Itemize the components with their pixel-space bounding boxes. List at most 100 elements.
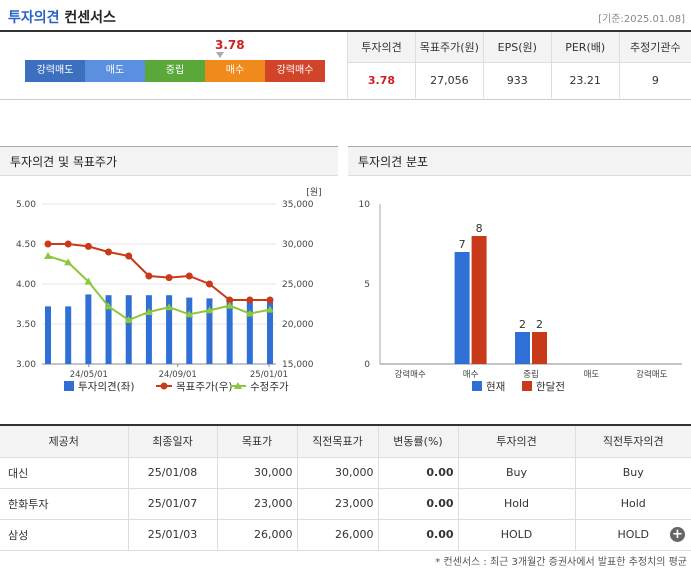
- rep-prev-target: 30,000: [296, 457, 378, 489]
- legend-month-ago-swatch: [522, 381, 532, 391]
- rep-prev-target: 26,000: [296, 519, 378, 551]
- adjusted-price-point: [124, 316, 133, 323]
- y-left-tick-label: 3.00: [16, 360, 36, 370]
- opinion-bar: [246, 301, 253, 364]
- rep-prev-opinion: Hold: [574, 488, 691, 520]
- distribution-bar: [454, 252, 470, 364]
- legend-label: 현재: [486, 381, 505, 393]
- scale-buy: 매수: [205, 60, 265, 82]
- cons-header-opinion: 투자의견: [347, 32, 416, 63]
- target-price-point: [165, 274, 173, 282]
- legend-label: 수정주가: [250, 381, 289, 393]
- y-left-tick-label: 3.50: [16, 320, 36, 330]
- left-panel-title: 투자의견 및 목표주가: [0, 146, 338, 176]
- score-label: 3.78: [215, 38, 245, 52]
- expand-plus-icon[interactable]: +: [670, 527, 685, 542]
- target-price-point: [205, 280, 213, 288]
- rep-opinion: Buy: [457, 457, 575, 489]
- opinion-price-chart: [원] 5.00 4.50 4.00 3.50 3.00 35,000 30,000 25,00…: [16, 187, 322, 393]
- table-row: 삼성 25/01/03 26,000 26,000 0.00 HOLD HOLD: [0, 519, 691, 551]
- legend-current-swatch: [472, 381, 482, 391]
- adjusted-price-point: [44, 252, 52, 259]
- rep-provider: 한화투자: [0, 488, 128, 520]
- opinion-bar: [65, 306, 72, 364]
- y-right-unit: [원]: [306, 187, 321, 198]
- distribution-bar: [532, 332, 547, 364]
- adjusted-price-point: [205, 306, 214, 314]
- distribution-bar: [515, 332, 530, 364]
- rep-header-date: 최종일자: [127, 424, 217, 458]
- target-price-point: [185, 272, 193, 280]
- data-label: 2: [536, 318, 543, 331]
- y-right-tick-label: 25,000: [282, 280, 314, 290]
- summary-divider: [0, 99, 691, 100]
- legend-label: 목표주가(우): [176, 381, 233, 393]
- x-tick-label: 25/01/01: [250, 370, 288, 380]
- top-divider: [0, 30, 691, 32]
- data-label: 7: [459, 238, 466, 251]
- y-left-tick-label: 5.00: [16, 200, 36, 210]
- cons-header-count: 추정기관수: [618, 32, 691, 63]
- rep-header-change: 변동률(%): [377, 424, 458, 458]
- cons-value-target: 27,056: [414, 62, 484, 98]
- scale-sell: 매도: [85, 60, 145, 82]
- rep-opinion: HOLD: [457, 519, 575, 551]
- y-left-tick-label: 4.50: [16, 240, 36, 250]
- cons-header-eps: EPS(원): [482, 32, 552, 63]
- adjusted-price-point: [104, 302, 113, 310]
- x-tick-label: 강력매도: [636, 369, 667, 380]
- distribution-bar: [471, 236, 487, 364]
- adjusted-price-point: [225, 301, 234, 309]
- opinion-bar: [206, 298, 213, 364]
- rep-provider: 대신: [0, 457, 128, 489]
- rep-date: 25/01/03: [127, 519, 217, 551]
- target-price-point: [125, 252, 133, 260]
- y-right-tick-label: 20,000: [282, 320, 314, 330]
- cons-header-target: 목표주가(원): [414, 32, 484, 63]
- table-row: 한화투자 25/01/07 23,000 23,000 0.00 Hold Ho…: [0, 488, 691, 520]
- rep-header-prev-opinion: 직전투자의견: [574, 424, 691, 458]
- x-tick-label: 매도: [584, 370, 600, 380]
- table-row: 대신 25/01/08 30,000 30,000 0.00 Buy Buy: [0, 457, 691, 489]
- title-part1: 투자의견: [8, 10, 60, 26]
- scale-strong-sell: 강력매도: [25, 60, 85, 82]
- opinion-bar: [186, 297, 193, 364]
- rep-change: 0.00: [377, 457, 458, 489]
- legend-bar-swatch: [64, 381, 74, 391]
- opinion-scale: 강력매도 매도 중립 매수 강력매수: [25, 60, 325, 82]
- target-price-point: [84, 242, 92, 250]
- target-price-point: [64, 240, 72, 248]
- rep-change: 0.00: [377, 519, 458, 551]
- adjusted-price-point: [144, 308, 153, 315]
- adjusted-price-line: [47, 255, 271, 322]
- title-part2: 컨센서스: [64, 10, 116, 26]
- target-price-point: [246, 296, 254, 304]
- page-title: 투자의견 컨센서스: [8, 7, 116, 27]
- adjusted-price-point: [245, 309, 254, 317]
- rep-prev-target: 23,000: [296, 488, 378, 520]
- cons-header-per: PER(배): [550, 32, 620, 63]
- target-price-point: [266, 296, 274, 304]
- opinion-bar: [166, 295, 173, 364]
- opinion-bar: [45, 306, 51, 364]
- data-label: 8: [476, 222, 483, 235]
- consensus-table: 투자의견 목표주가(원) EPS(원) PER(배) 추정기관수 3.78 27…: [347, 32, 691, 98]
- target-price-point: [226, 296, 234, 304]
- opinion-bar: [125, 295, 132, 364]
- adjusted-price-point: [64, 258, 73, 266]
- adjusted-price-point: [266, 305, 274, 313]
- footnote: * 컨센서스 : 최근 3개월간 증권사에서 발표한 추정치의 평균: [435, 557, 687, 568]
- y-right-tick-label: 35,000: [282, 200, 314, 210]
- opinion-bar: [226, 300, 233, 364]
- rep-change: 0.00: [377, 488, 458, 520]
- legend-adjusted-marker: [234, 382, 242, 389]
- legend-target-marker: [160, 382, 168, 390]
- x-tick-label: 24/05/01: [70, 370, 108, 380]
- rep-prev-opinion: HOLD: [574, 519, 691, 551]
- x-tick-label: 24/09/01: [159, 370, 197, 380]
- y-tick-label: 5: [364, 280, 370, 290]
- cons-value-eps: 933: [482, 62, 552, 98]
- y-tick-label: 10: [359, 200, 371, 210]
- legend-label: 투자의견(좌): [78, 381, 135, 393]
